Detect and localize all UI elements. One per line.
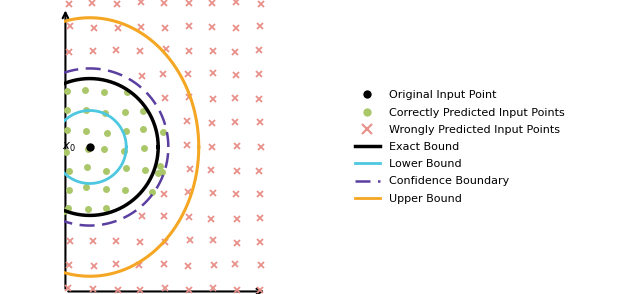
Text: $x_0$: $x_0$ [61,141,76,154]
Legend: Original Input Point, Correctly Predicted Input Points, Wrongly Predicted Input : Original Input Point, Correctly Predicte… [351,86,569,208]
